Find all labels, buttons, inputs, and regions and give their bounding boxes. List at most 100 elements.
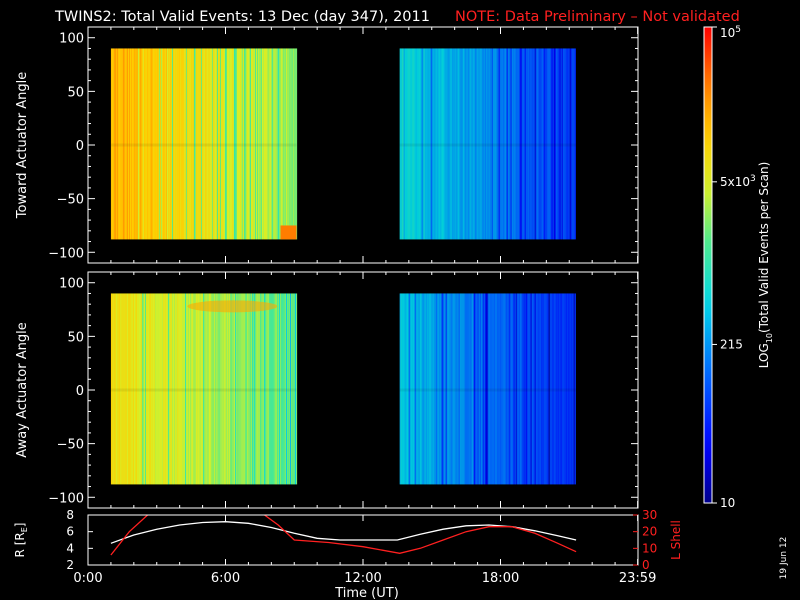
l-shell-line	[110, 515, 149, 556]
heatmap-column	[546, 48, 548, 240]
heatmap-column	[235, 293, 238, 485]
heatmap-column	[256, 48, 259, 240]
heatmap-column	[545, 293, 547, 485]
heatmap-column	[483, 48, 485, 240]
zero-angle-band	[110, 388, 297, 392]
heatmap-column	[520, 48, 522, 240]
heatmap-column	[451, 48, 453, 240]
heatmap-column	[238, 293, 241, 485]
heatmap-column	[536, 293, 538, 485]
heatmap-column	[122, 293, 125, 485]
heatmap-column	[440, 293, 442, 485]
heatmap-column	[513, 48, 515, 240]
heatmap-column	[217, 293, 220, 485]
heatmap-column	[250, 48, 253, 240]
heatmap-column	[243, 48, 246, 240]
heatmap-column	[486, 293, 488, 485]
heatmap-column	[262, 293, 265, 485]
heatmap-column	[511, 293, 513, 485]
heatmap-column	[416, 48, 418, 240]
heatmap-column	[452, 293, 454, 485]
heatmap-column	[174, 48, 177, 240]
colorbar-tick-label: 5x103	[720, 174, 756, 189]
heatmap-column	[546, 293, 548, 485]
heatmap-column	[259, 48, 262, 240]
heatmap-column	[572, 48, 574, 240]
heatmap-column	[431, 293, 433, 485]
heatmap-column	[426, 48, 428, 240]
heatmap-column	[560, 293, 562, 485]
heatmap-column	[118, 293, 121, 485]
y-right-tick-label: 10	[642, 541, 657, 555]
x-tick-label: 18:00	[482, 571, 519, 586]
heatmap-column	[250, 293, 253, 485]
heatmap-column	[251, 48, 254, 240]
heatmap-column	[154, 48, 157, 240]
heatmap-column	[544, 293, 546, 485]
heatmap-column	[139, 48, 142, 240]
heatmap-column	[466, 48, 468, 240]
colorbar-scale	[703, 26, 713, 504]
heatmap-column	[254, 293, 257, 485]
heatmap-column	[150, 293, 153, 485]
x-tick-label: 6:00	[211, 571, 240, 586]
heatmap-column	[519, 48, 521, 240]
heatmap-column	[524, 48, 526, 240]
date-stamp: 19 Jun 12	[779, 537, 789, 580]
heatmap-column	[276, 293, 279, 485]
heatmap-column	[523, 48, 525, 240]
heatmap-column	[162, 293, 165, 485]
heatmap-column	[460, 293, 462, 485]
heatmap-column	[268, 293, 271, 485]
heatmap-column	[150, 48, 153, 240]
heatmap-column	[500, 293, 502, 485]
heatmap-column	[271, 48, 274, 240]
heatmap-column	[265, 293, 268, 485]
heatmap-column	[433, 293, 435, 485]
heatmap-column	[273, 293, 276, 485]
colorbar-label: LOG10(Total Valid Events per Scan)	[757, 162, 774, 369]
heatmap-panel-2: −100 −50 0 50 100 Away Actuator Angle	[15, 271, 639, 509]
heatmap-column	[496, 293, 498, 485]
heatmap-column	[408, 48, 410, 240]
heatmap-column	[290, 293, 293, 485]
heatmap-column	[566, 293, 568, 485]
high-count-patch	[187, 300, 278, 313]
heatmap-column	[163, 293, 166, 485]
heatmap-column	[457, 293, 459, 485]
heatmap-column	[428, 293, 430, 485]
heatmap-column	[122, 48, 125, 240]
heatmap-column	[461, 293, 463, 485]
heatmap-column	[233, 48, 236, 240]
heatmap-column	[120, 293, 123, 485]
heatmap-column	[188, 293, 191, 485]
heatmap-column	[500, 48, 502, 240]
heatmap-column	[206, 293, 209, 485]
heatmap-column	[225, 48, 228, 240]
heatmap-column	[416, 293, 418, 485]
y-left-tick-label: 4	[66, 541, 74, 555]
heatmap-column	[469, 48, 471, 240]
colorbar-tick-exp: 3	[750, 174, 756, 184]
heatmap-column	[414, 293, 416, 485]
heatmap-column	[474, 293, 476, 485]
colorbar-label-main: LOG	[757, 343, 771, 368]
heatmap-column	[284, 293, 287, 485]
heatmap-column	[113, 293, 116, 485]
orbit-panel: 2 4 6 8 0 10 20 30 0:00 6:00 12:00 18:00 23:59 R [RE]…	[13, 508, 683, 586]
heatmap-column	[432, 48, 434, 240]
heatmap-column	[272, 48, 275, 240]
colorbar-label-sub: 10	[765, 333, 774, 343]
heatmap-column	[131, 293, 134, 485]
heatmap-column	[571, 48, 573, 240]
heatmap-column	[418, 293, 420, 485]
heatmap-column	[157, 48, 160, 240]
y-tick-label: 50	[67, 85, 84, 100]
heatmap-column	[143, 293, 146, 485]
heatmap-column	[563, 293, 565, 485]
orbit-lines	[110, 515, 577, 556]
heatmap-column	[213, 293, 216, 485]
heatmap-column	[556, 48, 558, 240]
heatmap-column	[143, 48, 146, 240]
heatmap-column	[239, 293, 242, 485]
